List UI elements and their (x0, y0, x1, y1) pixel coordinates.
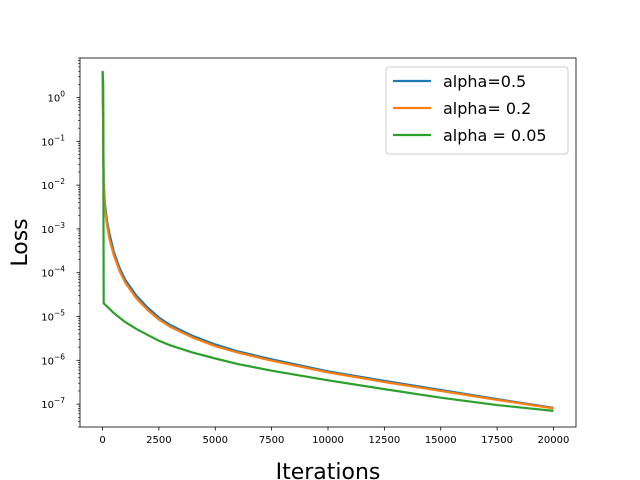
x-tick-label: 17500 (481, 435, 513, 446)
legend: alpha=0.5 alpha= 0.2 alpha = 0.05 (385, 66, 569, 155)
x-tick-label: 7500 (259, 435, 284, 446)
series-line-2 (101, 71, 554, 410)
x-tick-label: 15000 (425, 435, 457, 446)
series-line-3 (101, 71, 554, 412)
x-tick-label: 5000 (203, 435, 228, 446)
legend-label: alpha= 0.2 (443, 99, 531, 118)
legend-label: alpha=0.5 (443, 72, 526, 91)
x-axis: 0 2500 5000 7500 10000 12500 15000 17500 20000 (99, 427, 569, 446)
series-layer (101, 71, 554, 412)
x-tick-label: 0 (99, 435, 105, 446)
legend-box (385, 66, 569, 155)
x-tick-label: 10000 (312, 435, 344, 446)
x-tick-label: 12500 (368, 435, 400, 446)
y-axis-label: Loss (8, 218, 33, 266)
x-tick-label: 2500 (146, 435, 171, 446)
legend-label: alpha = 0.05 (443, 126, 547, 145)
x-tick-label: 20000 (538, 435, 570, 446)
x-axis-label: Iterations (276, 460, 381, 480)
